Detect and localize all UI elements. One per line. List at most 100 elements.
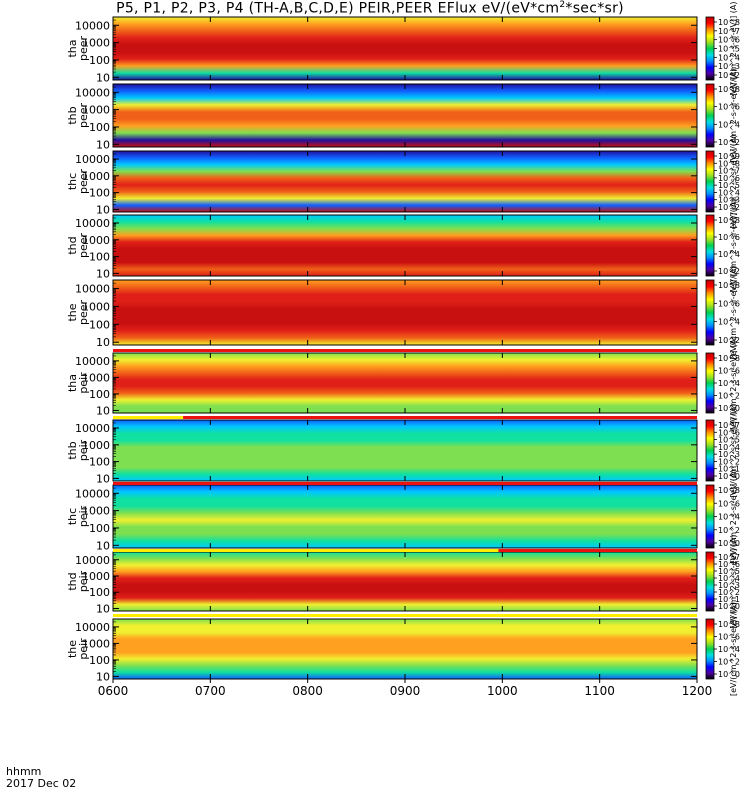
spectrogram-image [113, 485, 697, 548]
colorbar-tick-label: 10^2 [718, 457, 740, 466]
colorbar-tick-label: 10^5 [718, 436, 740, 445]
y-tick-label: 1000 [82, 371, 110, 384]
time-format-label: hhmm [6, 765, 42, 778]
colorbar-tick-label: 10^8 [718, 159, 740, 168]
y-tick-label: 10 [96, 71, 110, 84]
y-tick-label: 100 [89, 456, 110, 469]
y-axis-label: peer [77, 36, 90, 62]
colorbar-tick-label: 10^5 [718, 45, 740, 54]
y-tick-label: 100 [89, 121, 110, 134]
colorbar-tick-label: 10^4 [718, 513, 740, 522]
colorbar-tick-label: 10^6 [718, 367, 740, 376]
colorbar-label: [eV/(cm^2-s-sr-eV)] (A) [729, 404, 738, 498]
y-tick-label: 10 [96, 472, 110, 485]
y-axis-label: peir [77, 638, 90, 660]
colorbar-tick-label: 10^3 [718, 62, 740, 71]
y-tick-label: 10000 [75, 153, 110, 166]
colorbar-tick-label: 10^5 [718, 567, 740, 576]
y-tick-label: 1000 [82, 170, 110, 183]
y-tick-label: 100 [89, 187, 110, 200]
quality-flag-bar [113, 416, 184, 419]
y-tick-label: 10000 [75, 86, 110, 99]
colorbar-tick-label: 10^2 [718, 203, 740, 212]
colorbar-tick-label: 10^2 [718, 138, 740, 147]
y-tick-label: 10000 [75, 487, 110, 500]
colorbar-tick-label: 10^3 [718, 581, 740, 590]
y-tick-label: 10000 [75, 19, 110, 32]
colorbar-label: [eV/(cm^2-s-sr-eV)] (A) [729, 602, 738, 696]
quality-flag-bar [498, 549, 697, 552]
y-tick-label: 10000 [75, 355, 110, 368]
y-axis-label: thc [66, 173, 79, 190]
y-axis-label: peer [77, 300, 90, 326]
y-tick-label: 10 [96, 670, 110, 683]
y-axis-label: thb [66, 441, 79, 459]
colorbar-label: [eV/(cm^2-s-sr-eV)] (A) [729, 199, 738, 293]
y-axis-label: thb [66, 106, 79, 124]
quality-flag-bar [113, 482, 242, 485]
y-axis-label: the [66, 640, 79, 658]
colorbar-tick-label: 10^6 [718, 428, 740, 437]
x-tick-label: 1000 [487, 684, 518, 698]
x-tick-label: 0700 [195, 684, 226, 698]
y-tick-label: 10000 [75, 621, 110, 634]
y-tick-label: 10 [96, 404, 110, 417]
y-tick-label: 10 [96, 138, 110, 151]
quality-flag-bar [241, 482, 698, 485]
y-tick-label: 1000 [82, 570, 110, 583]
colorbar-tick-label: 10^8 [718, 486, 740, 495]
x-tick-label: 1200 [682, 684, 713, 698]
spectrogram-image [113, 619, 697, 679]
colorbar-tick-label: 10^2 [718, 267, 740, 276]
colorbar-tick-label: 10^7 [718, 27, 740, 36]
y-tick-label: 100 [89, 586, 110, 599]
y-axis-label: peer [77, 103, 90, 129]
spectrogram-panel: 10100100010000thcpeer10^910^810^710^610^… [66, 135, 740, 229]
y-axis-label: tha [66, 374, 79, 392]
colorbar-tick-label: 10^2 [718, 71, 740, 80]
colorbar-tick-label: 10^2 [718, 588, 740, 597]
colorbar [705, 352, 715, 414]
colorbar-tick-label: 10^2 [718, 526, 740, 535]
colorbar-tick-label: 10^6 [718, 174, 740, 183]
colorbar-tick-label: 10^8 [718, 18, 740, 27]
y-tick-label: 10000 [75, 554, 110, 567]
y-tick-label: 1000 [82, 234, 110, 247]
y-tick-label: 10 [96, 336, 110, 349]
y-tick-label: 10000 [75, 217, 110, 230]
y-axis-label: thd [66, 236, 79, 254]
colorbar-tick-label: 10^6 [718, 36, 740, 45]
colorbar-tick-label: 10^7 [718, 421, 740, 430]
y-axis-label: tha [66, 39, 79, 57]
colorbar-tick-label: 10^4 [718, 188, 740, 197]
colorbar-tick-label: 10^7 [718, 553, 740, 562]
colorbar-tick-label: 10^8 [718, 85, 740, 94]
colorbar [705, 279, 715, 346]
colorbar-tick-label: 10^2 [718, 336, 740, 345]
colorbar [705, 150, 715, 213]
y-tick-label: 1000 [82, 505, 110, 518]
colorbar-tick-label: 10^2 [718, 658, 740, 667]
colorbar-tick-label: 10^6 [718, 233, 740, 242]
y-axis-label: thc [66, 508, 79, 525]
y-tick-label: 10 [96, 602, 110, 615]
date-label: 2017 Dec 02 [6, 777, 77, 790]
colorbar-tick-label: 10^4 [718, 645, 740, 654]
colorbar-tick-label: 10^6 [718, 633, 740, 642]
y-tick-label: 100 [89, 54, 110, 67]
colorbar [705, 551, 715, 612]
spectrogram-panel: 10100100010000thapeer10^810^710^610^510^… [66, 2, 740, 96]
colorbar-label: [eV/(cm^2-s-sr-eV)] (A) [729, 135, 738, 229]
colorbar-tick-label: 10^4 [718, 443, 740, 452]
spectrogram-image [113, 151, 697, 212]
x-tick-label: 0600 [98, 684, 129, 698]
colorbar-tick-label: 10^6 [718, 560, 740, 569]
colorbar-label: [eV/(cm^2-s-sr-eV)] (A) [729, 266, 738, 360]
colorbar-tick-label: 10^7 [718, 167, 740, 176]
y-tick-label: 1000 [82, 300, 110, 313]
colorbar-tick-label: 10^6 [718, 299, 740, 308]
colorbar-tick-label: 10^4 [718, 250, 740, 259]
